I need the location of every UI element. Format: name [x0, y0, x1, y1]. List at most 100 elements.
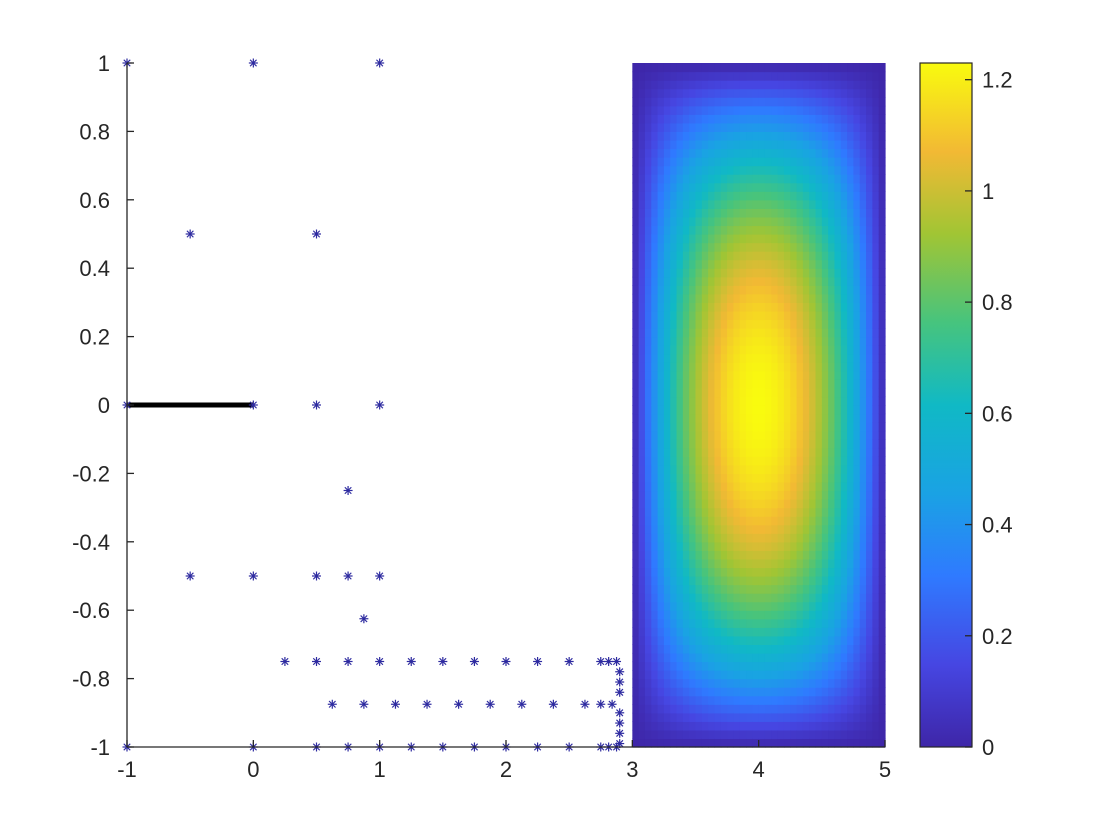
heatmap-cell — [758, 584, 766, 594]
heatmap-cell — [644, 165, 652, 175]
heatmap-cell — [657, 379, 665, 389]
heatmap-cell — [840, 310, 848, 321]
heatmap-cell — [809, 285, 817, 295]
heatmap-cell — [802, 131, 810, 141]
heatmap-cell — [632, 670, 640, 680]
heatmap-cell — [847, 729, 855, 740]
heatmap-cell — [676, 712, 684, 722]
heatmap-cell — [752, 576, 760, 586]
heatmap-cell — [821, 302, 829, 312]
heatmap-cell — [790, 593, 798, 603]
heatmap-cell — [632, 413, 640, 423]
heatmap-cell — [676, 345, 684, 355]
heatmap-cell — [644, 302, 652, 312]
heatmap-cell — [878, 396, 886, 406]
heatmap-cell — [815, 199, 823, 209]
heatmap-cell — [790, 139, 798, 150]
heatmap-cell — [632, 695, 640, 705]
heatmap-cell — [859, 473, 867, 483]
heatmap-cell — [663, 405, 671, 415]
heatmap-cell — [701, 285, 709, 295]
heatmap-cell — [727, 370, 734, 380]
heatmap-cell — [708, 678, 716, 688]
heatmap-cell — [834, 464, 842, 474]
heatmap-cell — [853, 678, 861, 688]
heatmap-cell — [701, 122, 709, 132]
heatmap-cell — [771, 310, 779, 321]
heatmap-cell — [720, 576, 728, 586]
heatmap-cell — [746, 593, 753, 603]
heatmap-cell — [689, 405, 697, 415]
heatmap-cell — [657, 652, 665, 663]
heatmap-cell — [632, 285, 640, 295]
heatmap-cell — [853, 516, 861, 526]
heatmap-cell — [878, 148, 886, 158]
heatmap-cell — [790, 670, 798, 680]
heatmap-cell — [657, 71, 665, 81]
heatmap-cell — [771, 584, 779, 594]
heatmap-cell — [878, 593, 886, 603]
heatmap-cell — [878, 439, 886, 449]
heatmap-cell — [878, 447, 886, 457]
heatmap-cell — [853, 328, 861, 338]
heatmap-cell — [872, 499, 880, 509]
heatmap-cell — [676, 541, 684, 551]
heatmap-cell — [733, 481, 741, 492]
heatmap-cell — [752, 695, 760, 705]
heatmap-cell — [632, 652, 640, 663]
heatmap-cell — [809, 635, 817, 645]
heatmap-cell — [689, 199, 697, 209]
heatmap-cell — [701, 481, 709, 492]
heatmap-cell — [853, 524, 861, 534]
heatmap-cell — [663, 550, 671, 560]
heatmap-cell — [777, 80, 785, 90]
heatmap-cell — [733, 635, 741, 645]
heatmap-cell — [796, 122, 804, 132]
heatmap-cell — [695, 310, 703, 321]
heatmap-cell — [802, 695, 810, 705]
heatmap-cell — [872, 729, 880, 740]
heatmap-cell — [878, 319, 886, 329]
heatmap-cell — [746, 122, 753, 132]
heatmap-cell — [670, 473, 678, 483]
heatmap-cell — [847, 328, 855, 338]
heatmap-cell — [644, 310, 652, 321]
heatmap-cell — [708, 507, 716, 517]
heatmap-cell — [752, 276, 760, 286]
heatmap-cell — [764, 379, 772, 389]
heatmap-cell — [638, 88, 646, 98]
heatmap-cell — [828, 738, 836, 748]
heatmap-cell — [695, 601, 703, 611]
heatmap-cell — [663, 652, 671, 663]
heatmap-cell — [714, 370, 722, 380]
heatmap-cell — [878, 481, 886, 492]
scatter-point — [248, 400, 258, 410]
scatter-point — [343, 486, 353, 495]
heatmap-cell — [632, 148, 640, 158]
heatmap-cell — [847, 507, 855, 517]
heatmap-cell — [859, 618, 867, 628]
heatmap-cell — [632, 481, 640, 492]
heatmap-cell — [866, 362, 873, 372]
heatmap-cell — [676, 268, 684, 278]
heatmap-cell — [771, 80, 779, 90]
heatmap-cell — [866, 422, 873, 432]
heatmap-cell — [708, 225, 716, 235]
heatmap-cell — [866, 80, 873, 90]
heatmap-cell — [872, 345, 880, 355]
heatmap-cell — [739, 71, 747, 81]
heatmap-cell — [859, 456, 867, 466]
heatmap-cell — [632, 234, 640, 244]
heatmap-cell — [809, 644, 817, 654]
heatmap-cell — [783, 422, 791, 432]
heatmap-cell — [714, 182, 722, 192]
heatmap-cell — [632, 319, 640, 329]
heatmap-cell — [714, 516, 722, 526]
heatmap-cell — [752, 524, 760, 534]
heatmap-cell — [815, 114, 823, 124]
heatmap-cell — [663, 114, 671, 124]
heatmap-cell — [878, 216, 886, 227]
heatmap-cell — [802, 584, 810, 594]
heatmap-cell — [676, 447, 684, 457]
heatmap-cell — [708, 216, 716, 227]
